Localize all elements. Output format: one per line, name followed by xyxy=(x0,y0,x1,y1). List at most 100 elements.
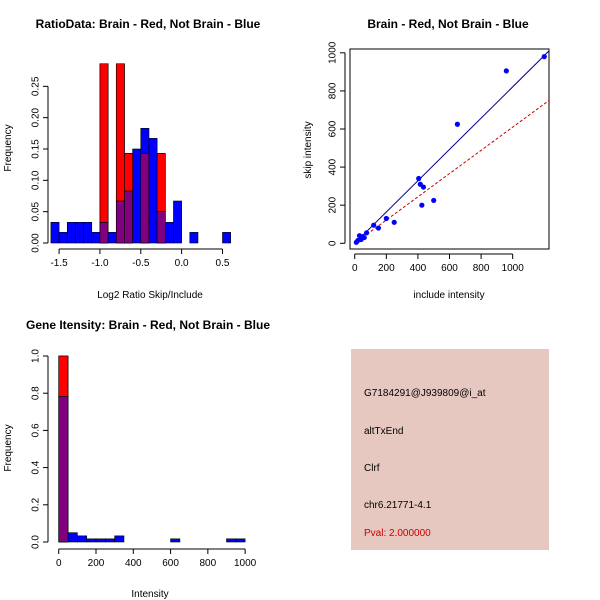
brain-bar-excess xyxy=(58,355,69,397)
x-tick-label: 400 xyxy=(410,263,427,274)
x-tick-label: -1.5 xyxy=(50,258,68,269)
scatter-title: Brain - Red, Not Brain - Blue xyxy=(367,17,529,31)
intensity-scatter: Brain - Red, Not Brain - Blue include in… xyxy=(303,17,550,301)
gene-intensity-xlabel: Intensity xyxy=(131,589,168,600)
y-tick-label: 0.2 xyxy=(31,497,42,511)
y-tick-label: 0 xyxy=(328,240,339,246)
not-brain-bar xyxy=(91,232,101,244)
y-tick-label: 0.4 xyxy=(31,460,42,474)
gene-intensity-axes: 0 200 400 600 800 1000 0.0 0.2 0.4 0.6 0.8 1.0 xyxy=(31,349,257,569)
brain-bar-excess xyxy=(99,63,109,223)
not-brain-bar xyxy=(148,138,158,244)
y-tick-label: 0.6 xyxy=(31,423,42,437)
gene-intensity-title: Gene Itensity: Brain - Red, Not Brain - … xyxy=(26,318,270,332)
not-brain-bar xyxy=(222,232,231,244)
brain-bar-excess xyxy=(156,153,166,212)
scatter-plot-box xyxy=(349,48,550,250)
not-brain-bar xyxy=(173,200,182,244)
scatter-point xyxy=(363,230,370,236)
scatter-points xyxy=(353,54,547,245)
not-brain-bar xyxy=(66,222,76,244)
y-tick-label: 0.8 xyxy=(31,386,42,400)
y-tick-label: 400 xyxy=(328,158,339,175)
probe-id: G7184291@J939809@i_at xyxy=(364,388,486,399)
overlap-bar xyxy=(156,211,166,244)
gene-intensity-bars xyxy=(58,355,246,543)
not-brain-bar xyxy=(114,535,125,543)
y-tick-label: 1000 xyxy=(328,41,339,64)
not-brain-bar xyxy=(83,222,93,244)
x-tick-label: 200 xyxy=(378,263,395,274)
x-tick-label: 1000 xyxy=(234,558,257,569)
scatter-point xyxy=(375,225,382,231)
not-brain-bar xyxy=(132,148,142,244)
scatter-ylabel: skip intensity xyxy=(303,121,314,178)
scatter-fit-lines xyxy=(354,50,549,244)
fit-line-solid xyxy=(354,50,549,244)
x-tick-label: -1.0 xyxy=(91,258,109,269)
not-brain-bar xyxy=(107,232,117,244)
x-tick-label: 400 xyxy=(125,558,142,569)
scatter-xlabel: include intensity xyxy=(413,290,484,301)
scatter-point xyxy=(541,54,547,60)
x-tick-label: 200 xyxy=(88,558,105,569)
not-brain-bar xyxy=(75,222,84,244)
not-brain-bar xyxy=(235,538,246,543)
ratio-histogram-bars xyxy=(50,63,231,244)
y-tick-label: 0.05 xyxy=(31,201,42,221)
ratio-histogram-title: RatioData: Brain - Red, Not Brain - Blue xyxy=(36,17,261,31)
scatter-point xyxy=(420,184,427,190)
x-tick-label: -0.5 xyxy=(132,258,150,269)
scatter-axes: 0 200 400 600 800 1000 0 200 400 600 800 1000 xyxy=(328,41,525,274)
x-tick-label: 600 xyxy=(162,558,179,569)
ratio-histogram-xlabel: Log2 Ratio Skip/Include xyxy=(97,290,203,301)
scatter-point xyxy=(503,68,509,74)
x-tick-label: 0.0 xyxy=(175,258,189,269)
y-tick-label: 1.0 xyxy=(31,349,42,363)
overlap-bar xyxy=(99,222,109,244)
not-brain-bar xyxy=(58,232,68,244)
scatter-point xyxy=(391,219,397,225)
overlap-bar xyxy=(124,190,133,244)
not-brain-bar xyxy=(67,532,78,543)
ratio-histogram-ylabel: Frequency xyxy=(3,124,14,171)
not-brain-bar xyxy=(189,232,199,244)
not-brain-bar xyxy=(77,535,87,543)
gene-symbol: Clrf xyxy=(364,463,380,474)
not-brain-bar xyxy=(164,222,174,244)
y-tick-label: 200 xyxy=(328,196,339,213)
x-tick-label: 800 xyxy=(473,263,490,274)
x-tick-label: 0.5 xyxy=(216,258,230,269)
ratio-histogram-axes: -1.5 -1.0 -0.5 0.0 0.5 0.00 0.05 0.10 0.15 0.20 0.… xyxy=(31,76,230,269)
overlap-bar xyxy=(58,396,69,543)
y-tick-label: 0.20 xyxy=(31,107,42,127)
x-tick-label: 0 xyxy=(352,263,358,274)
scatter-point xyxy=(361,234,367,241)
y-tick-label: 800 xyxy=(328,82,339,99)
probe-info-panel: G7184291@J939809@i_at altTxEnd Clrf chr6… xyxy=(351,349,549,550)
not-brain-bar xyxy=(50,222,60,244)
y-tick-label: 600 xyxy=(328,120,339,137)
scatter-point xyxy=(419,202,425,208)
scatter-point xyxy=(383,215,389,222)
fit-line-dashed xyxy=(354,100,549,244)
y-tick-label: 0.25 xyxy=(31,76,42,96)
overlap-bar xyxy=(140,153,150,244)
y-tick-label: 0.0 xyxy=(31,535,42,549)
y-tick-label: 0.15 xyxy=(31,139,42,159)
ratio-histogram: RatioData: Brain - Red, Not Brain - Blue… xyxy=(3,17,261,301)
x-tick-label: 1000 xyxy=(502,263,525,274)
x-tick-label: 0 xyxy=(56,558,62,569)
not-brain-bar xyxy=(86,538,97,543)
scatter-point xyxy=(371,222,377,228)
not-brain-bar xyxy=(226,538,237,543)
y-tick-label: 0.00 xyxy=(31,233,42,253)
not-brain-bar xyxy=(170,538,181,543)
gene-intensity-ylabel: Frequency xyxy=(3,424,14,471)
overlap-bar xyxy=(115,200,125,244)
x-tick-label: 600 xyxy=(441,263,458,274)
scatter-point xyxy=(454,121,460,127)
scatter-point xyxy=(431,197,437,204)
not-brain-bar xyxy=(105,538,115,543)
